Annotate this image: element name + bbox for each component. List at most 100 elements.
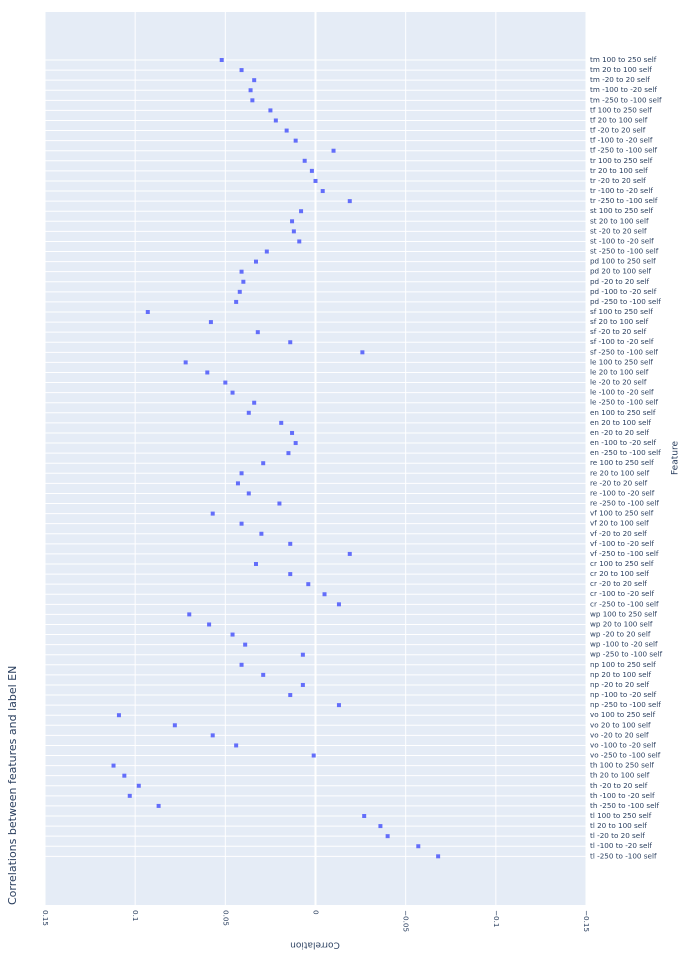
data-point	[237, 289, 242, 294]
y-tick-label: re -100 to -20 self	[590, 488, 655, 497]
data-point	[187, 612, 192, 617]
data-point	[219, 58, 224, 62]
y-tick-label: tr -100 to -20 self	[590, 186, 653, 195]
y-tick-label: st 100 to 250 self	[590, 206, 654, 215]
data-point	[284, 128, 289, 133]
y-tick-label: tl -100 to -20 self	[590, 841, 652, 850]
data-point	[288, 572, 293, 577]
y-tick-label: sf -250 to -100 self	[590, 347, 658, 356]
data-point	[246, 410, 251, 415]
data-point	[320, 189, 325, 194]
x-tick-label: 0.05	[221, 910, 230, 926]
y-tick-label: tf 100 to 250 self	[590, 105, 652, 114]
data-point	[239, 269, 244, 274]
y-tick-label: tr 20 to 100 self	[590, 166, 648, 175]
y-tick-label: re 20 to 100 self	[590, 468, 650, 477]
y-tick-label: st -100 to -20 self	[590, 236, 654, 245]
y-tick-label: wp -250 to -100 self	[590, 650, 663, 659]
data-point	[156, 803, 161, 808]
data-point	[385, 834, 390, 839]
data-point	[241, 279, 246, 284]
y-tick-label: vf 100 to 250 self	[590, 509, 654, 518]
data-point	[322, 592, 327, 597]
data-point	[127, 793, 132, 798]
x-axis-ticks: 0.15 0.1 0.05 0 −0.05 −0.1 −0.15	[41, 910, 591, 932]
y-tick-label: wp 20 to 100 self	[590, 619, 653, 628]
y-tick-label: st -250 to -100 self	[590, 247, 659, 256]
data-points	[111, 58, 441, 859]
data-point	[234, 299, 239, 304]
y-tick-label: tm 100 to 250 self	[590, 55, 657, 64]
y-tick-label: cr -20 to 20 self	[590, 579, 647, 588]
y-tick-label: vf -100 to -20 self	[590, 539, 654, 548]
data-point	[288, 340, 293, 345]
y-tick-label: tl 20 to 100 self	[590, 821, 647, 830]
y-tick-label: en -20 to 20 self	[590, 428, 649, 437]
data-point	[239, 662, 244, 667]
data-point	[309, 168, 314, 173]
y-tick-label: sf -100 to -20 self	[590, 337, 654, 346]
y-tick-label: np -100 to -20 self	[590, 690, 657, 699]
data-point	[252, 78, 257, 83]
data-point	[360, 350, 365, 355]
data-point	[336, 602, 341, 607]
data-point	[293, 441, 298, 446]
y-tick-label: tl 100 to 250 self	[590, 811, 652, 820]
data-point	[207, 622, 212, 627]
data-point	[331, 148, 336, 153]
y-tick-label: st -20 to 20 self	[590, 226, 647, 235]
y-tick-label: np -250 to -100 self	[590, 700, 661, 709]
x-tick-label: −0.1	[492, 910, 501, 927]
y-tick-label: cr -250 to -100 self	[590, 599, 659, 608]
y-tick-label: tf -100 to -20 self	[590, 136, 653, 145]
data-point	[302, 158, 307, 163]
y-tick-label: le -100 to -20 self	[590, 388, 654, 397]
y-tick-label: th -100 to -20 self	[590, 791, 655, 800]
data-point	[288, 693, 293, 698]
data-point	[290, 219, 295, 224]
y-tick-label: le 100 to 250 self	[590, 357, 653, 366]
data-point	[239, 68, 244, 73]
y-tick-label: le -20 to 20 self	[590, 378, 647, 387]
y-tick-label: tr -20 to 20 self	[590, 176, 646, 185]
y-tick-label: vo 100 to 250 self	[590, 710, 656, 719]
y-tick-label: wp -100 to -20 self	[590, 640, 658, 649]
y-tick-label: vf -20 to 20 self	[590, 529, 647, 538]
data-point	[306, 582, 311, 587]
data-point	[223, 380, 228, 385]
y-tick-label: tm -20 to 20 self	[590, 75, 650, 84]
y-tick-label: pd -100 to -20 self	[590, 287, 657, 296]
data-point	[261, 461, 266, 466]
x-tick-label: 0.15	[41, 910, 50, 926]
y-tick-label: th 20 to 100 self	[590, 771, 650, 780]
y-tick-label: sf 100 to 250 self	[590, 307, 653, 316]
y-tick-label: pd 100 to 250 self	[590, 257, 656, 266]
data-point	[253, 562, 258, 566]
data-point	[234, 743, 239, 748]
y-tick-label: cr -100 to -20 self	[590, 589, 654, 598]
y-tick-label: en 20 to 100 self	[590, 418, 651, 427]
data-point	[230, 632, 235, 637]
data-point	[293, 138, 298, 143]
data-point	[239, 471, 244, 476]
y-tick-label: sf 20 to 100 self	[590, 317, 649, 326]
x-tick-label: 0	[312, 910, 321, 915]
y-tick-label: tf 20 to 100 self	[590, 115, 648, 124]
data-point	[122, 773, 127, 778]
x-tick-label: −0.15	[582, 910, 591, 932]
y-tick-label: en -250 to -100 self	[590, 448, 661, 457]
y-tick-label: vf 20 to 100 self	[590, 519, 649, 528]
y-axis-title: Feature	[671, 441, 681, 475]
data-point	[436, 854, 441, 859]
data-point	[261, 672, 266, 677]
y-tick-label: tl -250 to -100 self	[590, 851, 657, 860]
y-tick-label: tm -250 to -100 self	[590, 95, 662, 104]
data-point	[145, 310, 150, 314]
data-point	[116, 713, 121, 718]
y-tick-label: le -250 to -100 self	[590, 398, 659, 407]
y-tick-label: tf -20 to 20 self	[590, 126, 646, 135]
x-axis-title: Correlation	[290, 940, 340, 950]
chart-title: Correlations between features and label …	[6, 666, 19, 905]
